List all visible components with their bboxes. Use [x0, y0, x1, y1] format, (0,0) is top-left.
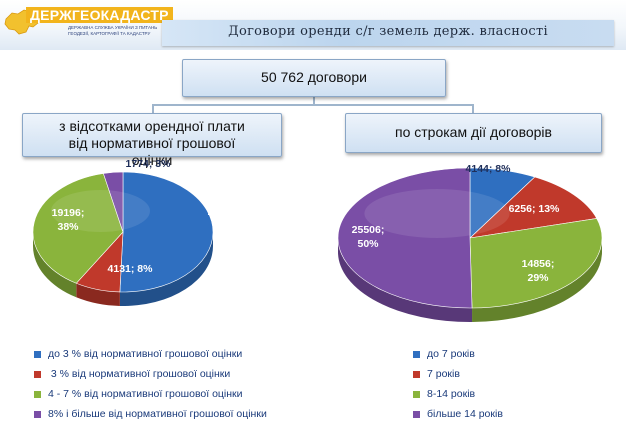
- legend-contract-term: до 7 років 7 років 8-14 років більше 14 рок…: [413, 344, 503, 424]
- data-label-line: 4144; 8%: [466, 163, 512, 175]
- pie-slice-side: [33, 232, 77, 298]
- pie-slice: [102, 171, 124, 233]
- data-label: 6256; 13%: [509, 203, 560, 215]
- pie-chart-1: 25661; 51% 4131; 8% 19196; 38% 1774; 3%: [32, 158, 241, 306]
- legend-item: більше 14 років: [413, 404, 503, 424]
- pie-chart-2: 4144; 8% 6256; 13% 14856; 29% 25506; 50%: [337, 163, 603, 322]
- rent-percent-text: з відсотками орендної плати від норматив…: [59, 118, 245, 168]
- data-label: 4144; 8%: [466, 163, 512, 175]
- data-label-line: 19196;: [52, 207, 85, 219]
- data-label: 1774; 3%: [126, 158, 172, 170]
- data-label-line: 4131; 8%: [108, 263, 154, 275]
- pie-slice-side: [338, 238, 473, 322]
- data-label-line: 1774; 3%: [126, 158, 172, 170]
- legend-label: більше 14 років: [427, 408, 503, 420]
- connector-left-drop: [152, 104, 154, 114]
- pie-highlight: [51, 190, 150, 232]
- pie-slice: [32, 173, 124, 284]
- legend-swatch: [413, 390, 420, 398]
- legend-item: до 7 років: [413, 344, 503, 364]
- legend-swatch: [34, 410, 41, 418]
- logo: ДЕРЖГЕОКАДАСТР ДЕРЖАВНА СЛУЖБА УКРАЇНИ З…: [4, 3, 173, 47]
- data-label: 14856; 29%: [522, 258, 555, 284]
- data-label-line: 14856;: [522, 258, 555, 270]
- legend-swatch: [413, 350, 420, 358]
- legend-label: 4 - 7 % від нормативної грошової оцінки: [48, 388, 243, 400]
- pie-slice-side: [119, 232, 214, 306]
- legend-label: 8-14 років: [427, 388, 476, 400]
- data-label-line: 6256; 13%: [509, 203, 560, 215]
- pie-slice: [469, 176, 598, 239]
- contract-term-box: по строкам дії договорів: [345, 113, 602, 153]
- legend-item: 4 - 7 % від нормативної грошової оцінки: [34, 384, 267, 404]
- legend-label: 7 років: [427, 368, 460, 380]
- rent-percent-box: з відсотками орендної плати від норматив…: [22, 113, 282, 168]
- title-bar: Договори оренди с/г земель держ. власнос…: [162, 20, 614, 46]
- legend-item: до 3 % від нормативної грошової оцінки: [34, 344, 267, 364]
- connector-horizontal: [152, 104, 474, 106]
- data-label: 4131; 8%: [108, 263, 154, 275]
- legend-label: до 7 років: [427, 348, 475, 360]
- contract-term-text: по строкам дії договорів: [395, 124, 552, 140]
- logo-title: ДЕРЖГЕОКАДАСТР: [26, 7, 173, 23]
- legend-label: до 3 % від нормативної грошової оцінки: [48, 348, 243, 360]
- connector-right-drop: [472, 104, 474, 114]
- legend-label: 3 % від нормативної грошової оцінки: [48, 368, 231, 380]
- connector-vertical-top: [313, 95, 315, 105]
- legend-swatch: [413, 370, 420, 378]
- pie-slice: [119, 171, 214, 293]
- legend-swatch: [34, 370, 41, 378]
- legend-label: 8% і більше від нормативної грошової оці…: [48, 408, 267, 420]
- pie-slice: [337, 167, 473, 309]
- data-label-line: 25506;: [352, 224, 385, 236]
- total-contracts-text: 50 762 договори: [261, 69, 367, 85]
- pie-highlight: [364, 189, 510, 238]
- data-label-line: 38%: [57, 221, 79, 233]
- total-contracts-box: 50 762 договори: [182, 59, 446, 97]
- legend-item: 3 % від нормативної грошової оцінки: [34, 364, 267, 384]
- legend-item: 7 років: [413, 364, 503, 384]
- legend-swatch: [413, 410, 420, 418]
- legend-swatch: [34, 350, 41, 358]
- data-label: 19196; 38%: [52, 207, 85, 233]
- legend-item: 8-14 років: [413, 384, 503, 404]
- data-label: 25661; 51%: [208, 206, 241, 232]
- logo-subtitle: ДЕРЖАВНА СЛУЖБА УКРАЇНИ З ПИТАНЬ ГЕОДЕЗІ…: [68, 25, 158, 36]
- pie-slice: [469, 218, 603, 309]
- data-label: 25506; 50%: [352, 224, 385, 250]
- data-label-line: 29%: [527, 272, 549, 284]
- pie-slice-side: [76, 283, 120, 306]
- data-label-line: 51%: [213, 220, 235, 232]
- page-title: Договори оренди с/г земель держ. власнос…: [228, 24, 548, 39]
- legend-item: 8% і більше від нормативної грошової оці…: [34, 404, 267, 424]
- data-label-line: 50%: [357, 238, 379, 250]
- legend-swatch: [34, 390, 41, 398]
- legend-rent-percent: до 3 % від нормативної грошової оцінки 3…: [34, 344, 267, 424]
- data-label-line: 25661;: [208, 206, 241, 218]
